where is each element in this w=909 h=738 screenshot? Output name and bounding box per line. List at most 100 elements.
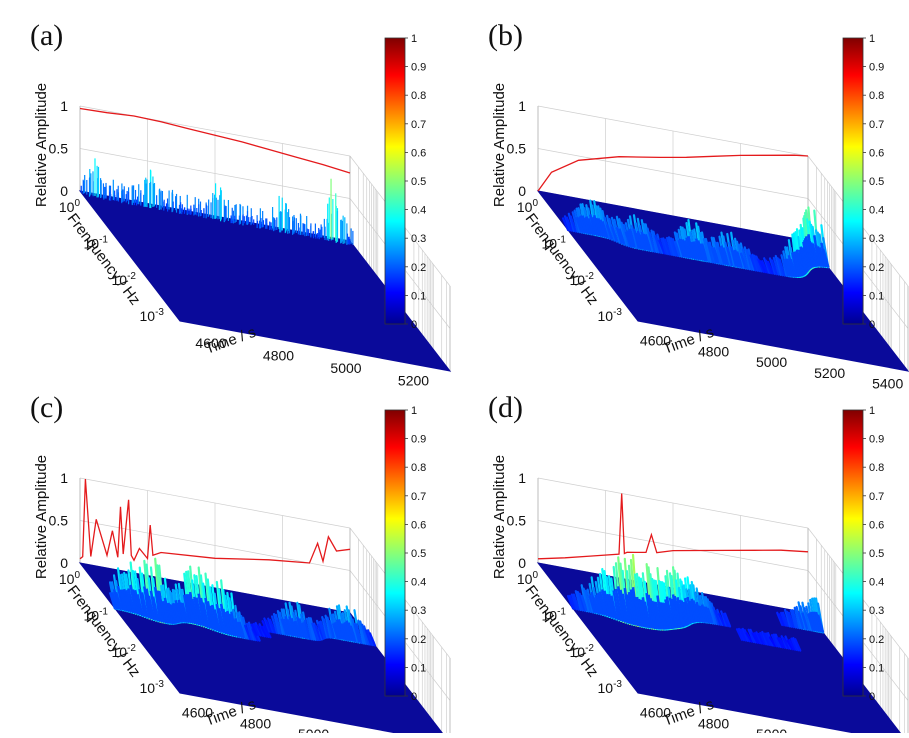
surface-ridge-base	[118, 589, 127, 612]
surface-ridge-base	[627, 591, 636, 626]
amplitude-curve	[79, 107, 351, 174]
surface-ridge-base	[610, 226, 619, 243]
colorbar-tick-label: 0	[869, 691, 875, 703]
surface-ridge-base	[345, 620, 353, 642]
colorbar-tick-label: 1	[411, 405, 417, 417]
surface-ridge	[759, 260, 767, 274]
colorbar-tick-label: 0.6	[411, 147, 426, 159]
surface-ridge-base	[687, 602, 696, 624]
colorbar-tick-label: 0.7	[411, 119, 426, 131]
colorbar-tick-label: 0.7	[411, 491, 426, 503]
surface-ridge-base	[673, 240, 682, 257]
z-tick-label: 0.5	[49, 141, 69, 157]
surface-ridge-base	[710, 246, 718, 264]
surface-ridge-base	[179, 602, 187, 623]
surface-ridge	[664, 238, 672, 256]
surface-ridge-base	[206, 601, 215, 630]
surface-ridge-base	[664, 599, 672, 630]
surface-ridge-base	[644, 234, 652, 252]
surface-ridge-base	[605, 224, 614, 241]
x-tick-label: 4800	[698, 715, 729, 731]
surface-ridge-base	[349, 625, 357, 643]
surface-ridge	[757, 258, 765, 273]
surface-ridge	[307, 616, 315, 641]
colorbar-tick-label: 0.9	[411, 434, 426, 446]
surface-ridge	[714, 610, 722, 626]
amplitude-curve	[537, 493, 809, 560]
surface-ridge-base	[645, 592, 653, 629]
surface-ridge	[768, 257, 777, 275]
surface-ridge-base	[638, 234, 647, 251]
surface-ridge	[630, 224, 639, 250]
colorbar-tick-label: 0.3	[869, 605, 884, 617]
surface-ridge-base	[596, 218, 605, 238]
chart-panel-c: (c) 0 0.5 1 Relative Amplitude 100 10-1 10-2 10-…	[30, 391, 451, 738]
surface-ridge-base	[698, 605, 707, 623]
surface-ridge	[772, 256, 780, 276]
surface-ridge	[774, 254, 782, 276]
surface-ridge	[324, 614, 332, 639]
surface-ridge	[272, 612, 281, 635]
surface-ridge	[276, 609, 284, 636]
surface-ridge	[650, 229, 658, 254]
surface-ridge-base	[328, 619, 336, 639]
z-tick-label: 1	[60, 98, 68, 114]
z-axis-title: Relative Amplitude	[491, 83, 508, 207]
surface-ridge	[780, 635, 788, 650]
surface-ridge-base	[614, 588, 623, 622]
surface-ridge	[768, 636, 777, 648]
colorbar	[384, 409, 406, 697]
surface-ridge	[743, 246, 751, 271]
surface-ridge	[365, 629, 373, 646]
panel-label: (a)	[30, 19, 63, 52]
colorbar-tick-label: 0.6	[869, 519, 884, 531]
surface-ridge-base	[615, 226, 624, 245]
surface-ridge-base	[818, 247, 826, 268]
y-tick-label: 10-1	[84, 234, 109, 251]
colorbar	[842, 409, 864, 697]
surface-ridge	[763, 632, 771, 646]
surface-ridge	[724, 241, 732, 267]
surface-ridge	[305, 617, 314, 641]
surface-ridge	[260, 625, 268, 638]
colorbar-tick-label: 0.4	[411, 205, 426, 217]
surface-ridge	[793, 606, 801, 630]
surface-ridge-base	[700, 243, 709, 262]
surface-ridge	[766, 260, 775, 275]
surface-ridge	[270, 615, 279, 635]
z-axis-title: Relative Amplitude	[491, 455, 508, 579]
surface-ridge-base	[677, 239, 685, 258]
y-tick-label: 10-3	[598, 679, 623, 696]
surface-ridge-base	[650, 600, 659, 630]
surface-ridge-base	[689, 242, 697, 260]
surface-ridge	[368, 632, 377, 647]
surface-ridge-base	[147, 595, 156, 621]
y-tick-label: 10-3	[140, 307, 165, 324]
surface-ridge	[714, 241, 722, 265]
panel-label: (c)	[30, 391, 63, 424]
surface-ridge-base	[816, 246, 825, 267]
surface-spectrum	[108, 557, 377, 647]
colorbar-tick-label: 0.1	[411, 290, 426, 302]
surface-ridge-base	[807, 613, 815, 632]
surface-ridge	[565, 216, 573, 232]
surface-ridge-base	[816, 614, 825, 633]
surface-ridge-base	[170, 604, 178, 624]
x-tick-label: 4600	[195, 335, 226, 351]
chart-panel-d: (d) 0 0.5 1 Relative Amplitude 100 10-1 10-2 10-…	[488, 391, 909, 738]
surface-ridge	[757, 632, 765, 645]
colorbar-tick-label: 0	[411, 319, 417, 331]
y-tick-label: 10-1	[542, 606, 567, 623]
surface-ridge-base	[226, 610, 234, 636]
surface-ridge-base	[585, 216, 593, 235]
surface-ridge	[718, 613, 726, 627]
surface-ridge-base	[674, 600, 683, 628]
surface-ridge-base	[284, 615, 292, 636]
chart-panel-b: (b) 0 0.5 1 Relative Amplitude 100 10-1 10-2 10-…	[488, 19, 909, 392]
surface-ridge-base	[718, 246, 726, 265]
surface-ridge	[776, 611, 784, 627]
surface-ridge-base	[215, 603, 224, 633]
surface-ridge-base	[612, 590, 620, 621]
surface-ridge	[314, 624, 322, 641]
surface-ridge-base	[794, 250, 802, 278]
